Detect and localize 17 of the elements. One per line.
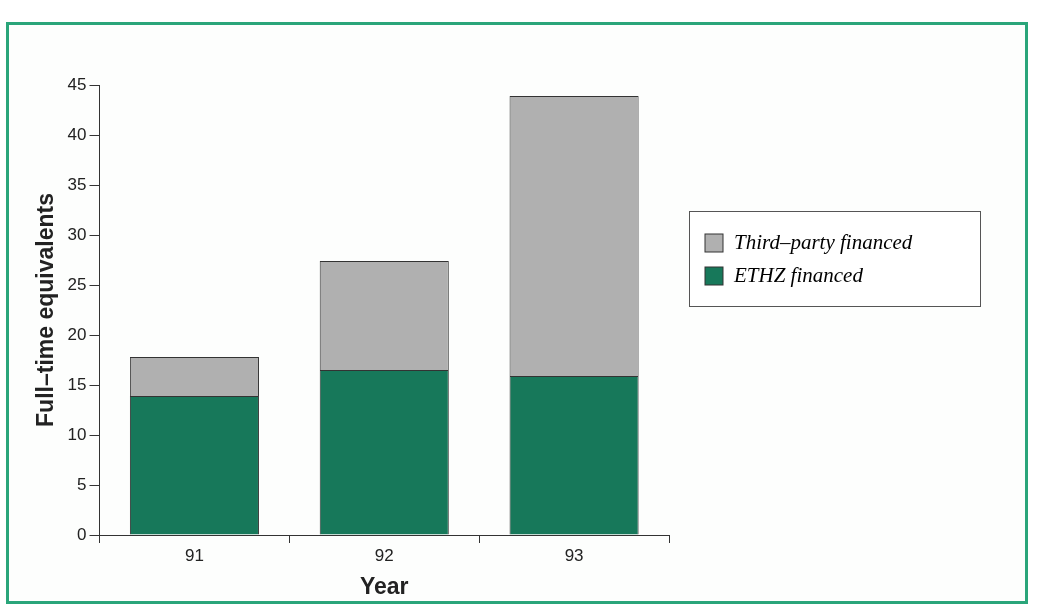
y-tick-label: 40 (67, 124, 87, 144)
y-tick-label: 35 (67, 174, 87, 194)
y-tick-label: 20 (67, 324, 87, 344)
y-tick-label: 45 (67, 74, 87, 94)
y-tick-label: 10 (67, 424, 87, 444)
y-tick-label: 25 (67, 274, 87, 294)
x-tick-label: 93 (564, 545, 584, 565)
legend-label: ETHZ financed (734, 263, 863, 288)
x-tick-label: 91 (184, 545, 204, 565)
legend-label: Third–party financed (734, 230, 913, 255)
y-tick-label: 30 (67, 224, 87, 244)
y-tick-label: 5 (77, 474, 87, 494)
y-axis-title: Full–time equivalents (32, 193, 59, 427)
x-tick-label: 92 (374, 545, 394, 565)
x-axis-title: Year (359, 572, 409, 599)
y-tick-label: 15 (67, 374, 87, 394)
y-tick-label: 0 (77, 524, 87, 544)
